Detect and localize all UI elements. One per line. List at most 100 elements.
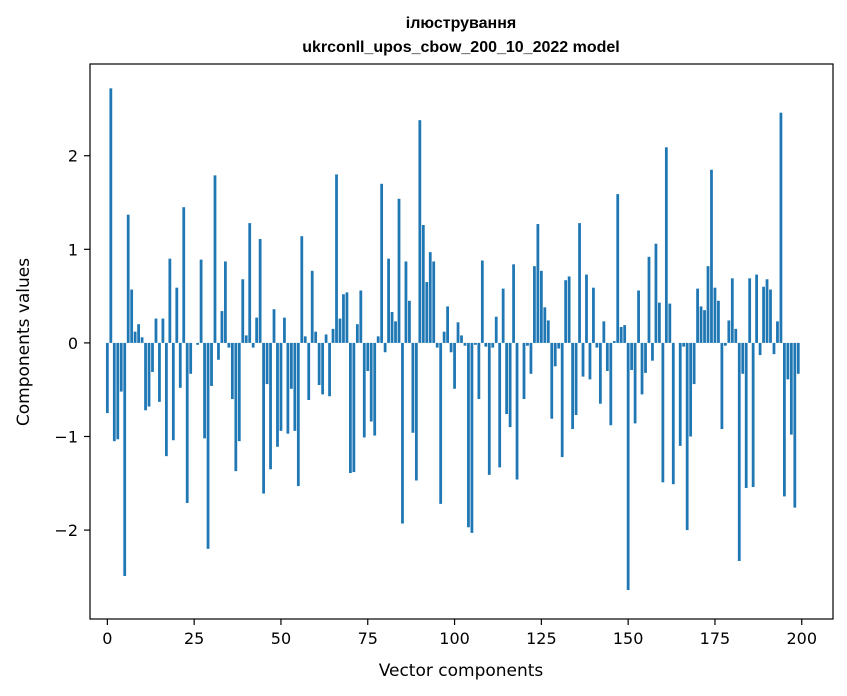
y-tick-label: −2 bbox=[54, 521, 78, 540]
bar bbox=[682, 342, 686, 347]
bar bbox=[498, 342, 502, 468]
bar bbox=[112, 342, 116, 442]
bar bbox=[744, 342, 748, 488]
bar bbox=[418, 120, 422, 343]
bar bbox=[543, 307, 547, 343]
bar bbox=[411, 342, 415, 433]
bars-group bbox=[105, 88, 800, 590]
bar bbox=[508, 342, 512, 428]
bar bbox=[307, 342, 311, 400]
bar bbox=[244, 335, 248, 343]
bar bbox=[380, 183, 384, 343]
y-tick-label: 1 bbox=[68, 240, 78, 259]
bar bbox=[213, 175, 217, 343]
bar bbox=[164, 342, 168, 457]
bar bbox=[116, 342, 120, 440]
bar bbox=[387, 258, 390, 343]
bar bbox=[258, 239, 262, 343]
bar bbox=[394, 321, 397, 343]
bar bbox=[564, 280, 568, 343]
bar bbox=[279, 342, 283, 431]
x-tick-label: 50 bbox=[271, 629, 291, 648]
bar bbox=[210, 342, 213, 386]
x-axis: 0 25 50 75 100 125 150 175 200 bbox=[102, 619, 817, 648]
y-tick-label: 0 bbox=[68, 334, 78, 353]
bar bbox=[199, 259, 203, 343]
bar bbox=[553, 342, 557, 367]
bar bbox=[453, 342, 456, 389]
bar bbox=[324, 334, 328, 343]
bar bbox=[512, 264, 515, 343]
bar bbox=[696, 288, 699, 343]
bar bbox=[578, 223, 581, 343]
bar bbox=[713, 287, 717, 343]
bar bbox=[494, 316, 498, 343]
bar bbox=[428, 252, 432, 343]
bar bbox=[501, 288, 505, 343]
bar bbox=[421, 224, 425, 343]
x-tick-label: 200 bbox=[786, 629, 817, 648]
bar bbox=[779, 112, 783, 343]
bar bbox=[185, 342, 189, 503]
bar bbox=[376, 336, 380, 343]
bar bbox=[526, 342, 529, 346]
bar bbox=[567, 276, 571, 343]
bar bbox=[758, 342, 762, 356]
bar bbox=[349, 342, 352, 473]
bar bbox=[664, 147, 668, 343]
bar bbox=[140, 337, 144, 343]
bar bbox=[685, 342, 689, 531]
x-tick-label: 125 bbox=[526, 629, 557, 648]
bar bbox=[373, 342, 377, 436]
bar bbox=[668, 303, 672, 343]
bar bbox=[432, 261, 436, 343]
bar bbox=[289, 342, 293, 389]
bar bbox=[539, 270, 543, 343]
bar bbox=[241, 279, 245, 343]
bar bbox=[505, 342, 509, 415]
bar bbox=[144, 342, 147, 411]
bar bbox=[133, 331, 137, 343]
bar bbox=[720, 342, 724, 430]
bar bbox=[262, 342, 265, 494]
bar bbox=[491, 342, 495, 348]
bar bbox=[408, 300, 411, 343]
bar bbox=[793, 342, 797, 508]
bar bbox=[234, 342, 238, 472]
bar bbox=[783, 342, 786, 497]
bar bbox=[623, 325, 627, 343]
bar bbox=[310, 270, 314, 343]
bar bbox=[293, 342, 297, 431]
bar bbox=[189, 342, 193, 374]
y-axis-label: Components values bbox=[14, 258, 34, 426]
bar bbox=[487, 342, 491, 475]
bar bbox=[661, 342, 665, 483]
bar bbox=[168, 258, 172, 343]
bar bbox=[654, 243, 658, 343]
bar bbox=[592, 287, 595, 343]
bar bbox=[359, 290, 363, 343]
bar bbox=[255, 317, 259, 343]
bar bbox=[522, 342, 526, 400]
bar bbox=[574, 342, 578, 415]
x-tick-label: 150 bbox=[613, 629, 644, 648]
bar bbox=[616, 194, 620, 343]
x-tick-label: 100 bbox=[439, 629, 470, 648]
bar bbox=[286, 342, 290, 434]
bar bbox=[269, 342, 272, 470]
bar bbox=[251, 342, 255, 348]
bar bbox=[137, 324, 140, 343]
x-tick-label: 175 bbox=[700, 629, 731, 648]
bar bbox=[789, 342, 793, 435]
chart-subtitle: ukrconll_upos_cbow_200_10_2022 model bbox=[302, 39, 619, 56]
bar bbox=[598, 342, 602, 404]
x-tick-label: 75 bbox=[358, 629, 378, 648]
bar bbox=[123, 342, 127, 576]
bar bbox=[463, 342, 467, 346]
bar bbox=[175, 287, 179, 343]
bar bbox=[147, 342, 151, 407]
bar bbox=[536, 224, 540, 343]
bar bbox=[602, 321, 606, 343]
bar bbox=[390, 312, 394, 343]
